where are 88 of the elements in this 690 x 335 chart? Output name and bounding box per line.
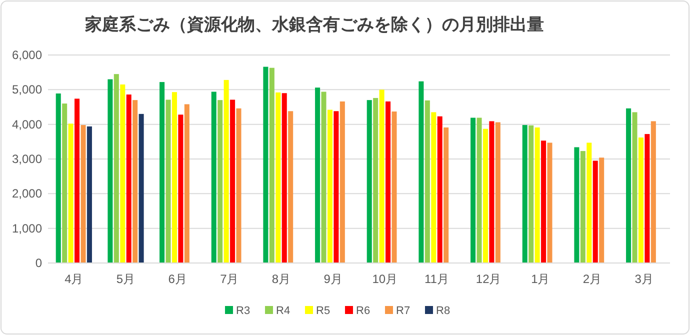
legend-label: R7 [396,305,410,317]
bar [327,110,332,263]
bar [166,100,171,263]
x-tick-label: 12月 [476,272,502,286]
bar [599,158,604,263]
x-tick-label: 6月 [168,272,187,286]
bar [172,92,177,263]
bar [366,100,372,263]
bar [373,98,378,263]
x-tick-label: 9月 [324,272,342,286]
y-tick-label: 3,000 [12,152,42,166]
x-tick-label: 2月 [582,272,602,286]
x-tick-label: 3月 [634,272,654,286]
bar [288,111,294,263]
bar [528,125,534,263]
bar [580,151,586,263]
x-tick-label: 8月 [272,272,291,286]
bar [236,108,242,263]
y-tick-label: 1,000 [12,221,42,236]
x-tick-label: 1月 [531,272,550,286]
bar [522,125,528,263]
bar [437,116,442,263]
bar [138,114,144,263]
bar [224,80,229,263]
bar [56,93,61,263]
bar [495,122,500,263]
bar [160,82,165,263]
bar [120,84,126,263]
bar [178,114,184,263]
x-tick-label: 11月 [424,272,449,286]
bar [592,160,598,263]
bar [644,134,650,263]
legend-label: R4 [276,305,290,317]
bar [482,128,488,263]
bar [626,108,632,263]
bar [340,101,345,263]
bar [470,118,476,263]
bar [334,111,339,263]
bar [547,142,552,263]
y-tick-label: 6,000 [12,48,42,62]
bar [80,125,86,263]
chart-title: 家庭系ごみ（資源化物、水銀含有ごみを除く）の月別排出量 [84,15,544,34]
y-tick-label: 0 [35,256,42,270]
bar [444,127,449,263]
bar [184,104,190,263]
bar [379,90,384,263]
bar [86,126,92,263]
bar [632,112,638,263]
bar [269,68,274,263]
bar [126,94,132,263]
x-tick-label: 5月 [116,272,136,286]
legend-label: R3 [236,305,250,317]
bar [218,100,223,263]
bar [211,92,216,263]
bar [476,118,482,263]
legend-label: R5 [316,305,330,317]
bar [431,112,436,263]
bar [541,140,546,263]
bar [74,98,80,263]
legend-label: R6 [356,305,370,317]
bar [489,121,494,263]
bar [276,92,281,263]
bar [424,100,430,263]
x-tick-label: 4月 [64,272,84,286]
bar [315,88,320,263]
bar [534,127,540,263]
bar [386,101,391,263]
x-tick-label: 10月 [372,272,398,286]
y-tick-label: 2,000 [12,186,42,201]
bar [392,112,397,263]
bar [132,100,138,263]
bar [418,81,424,263]
bar [263,66,268,263]
legend-label: R8 [436,305,450,317]
bar [108,79,113,263]
bar [586,142,592,263]
bar [574,147,580,263]
bar [68,124,74,263]
bar [62,104,68,263]
y-tick-label: 5,000 [12,82,42,97]
x-tick-label: 7月 [220,272,239,286]
bar [321,92,326,263]
bar [230,100,236,263]
y-tick-label: 4,000 [12,117,42,132]
bar [282,93,287,263]
bar [114,74,119,263]
bar [650,121,656,263]
bar [638,138,644,263]
